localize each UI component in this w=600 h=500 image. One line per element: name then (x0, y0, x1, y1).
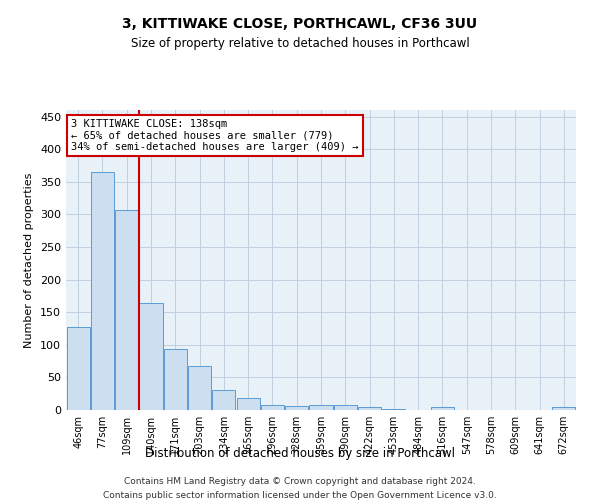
Bar (115, 210, 138, 410)
Text: Contains HM Land Registry data © Crown copyright and database right 2024.: Contains HM Land Registry data © Crown c… (124, 478, 476, 486)
Text: Distribution of detached houses by size in Porthcawl: Distribution of detached houses by size … (145, 448, 455, 460)
Bar (358, 406, 381, 410)
Bar (67, 327, 89, 410)
Bar (310, 405, 332, 410)
Bar (382, 408, 406, 410)
Bar (91, 172, 114, 410)
Bar (261, 405, 284, 410)
Bar (139, 303, 163, 410)
Bar (188, 366, 211, 410)
Bar (236, 398, 260, 410)
Bar (334, 405, 357, 410)
Text: 3, KITTIWAKE CLOSE, PORTHCAWL, CF36 3UU: 3, KITTIWAKE CLOSE, PORTHCAWL, CF36 3UU (122, 18, 478, 32)
Text: Size of property relative to detached houses in Porthcawl: Size of property relative to detached ho… (131, 38, 469, 51)
Bar (553, 408, 575, 410)
Bar (212, 390, 235, 410)
Bar (431, 408, 454, 410)
Text: Contains public sector information licensed under the Open Government Licence v3: Contains public sector information licen… (103, 491, 497, 500)
Y-axis label: Number of detached properties: Number of detached properties (25, 172, 34, 348)
Bar (285, 406, 308, 410)
Bar (164, 350, 187, 410)
Text: 3 KITTIWAKE CLOSE: 138sqm
← 65% of detached houses are smaller (779)
34% of semi: 3 KITTIWAKE CLOSE: 138sqm ← 65% of detac… (71, 119, 359, 152)
